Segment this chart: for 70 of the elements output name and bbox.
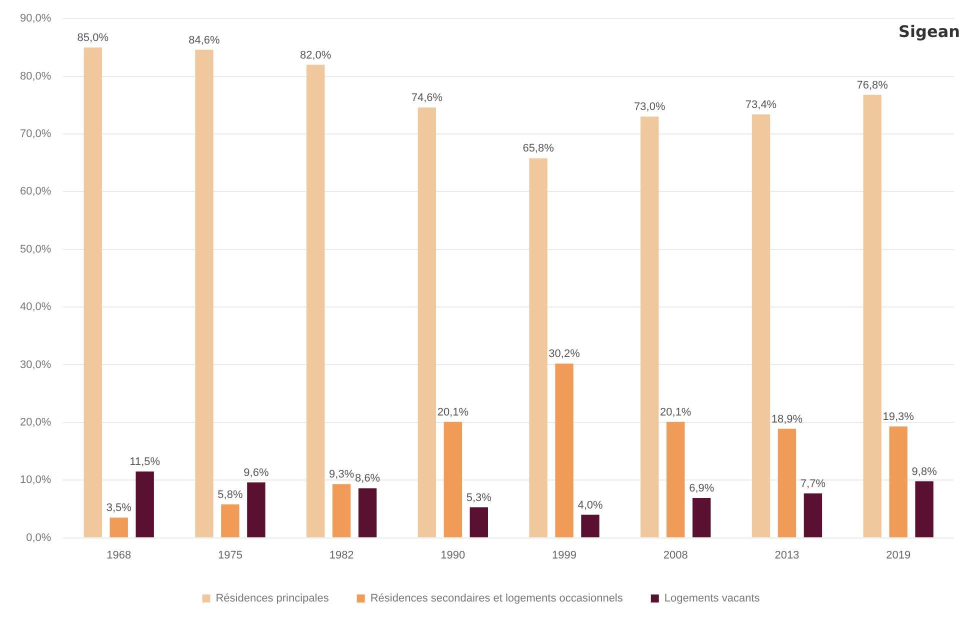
data-label: 5,8%	[218, 488, 243, 501]
bar	[804, 493, 822, 538]
data-label: 19,3%	[882, 410, 914, 423]
data-label: 3,5%	[106, 502, 132, 514]
data-label: 18,9%	[771, 413, 803, 426]
x-tick-label: 1982	[329, 549, 354, 562]
data-label: 74,6%	[411, 92, 443, 104]
x-tick-label: 2019	[886, 549, 911, 562]
bar	[136, 471, 154, 538]
data-label: 9,6%	[244, 466, 269, 479]
data-label: 11,5%	[130, 456, 160, 468]
bar	[692, 498, 711, 538]
bar	[110, 518, 128, 538]
y-tick-label: 60,0%	[20, 186, 52, 198]
bar	[470, 507, 488, 538]
bar	[666, 422, 685, 538]
legend-label: Logements vacants	[664, 592, 760, 605]
data-label: 20,1%	[437, 406, 469, 418]
bar	[306, 64, 325, 538]
bar	[247, 482, 266, 538]
data-label: 5,3%	[466, 492, 492, 504]
bar	[418, 107, 436, 538]
bar	[529, 158, 548, 538]
data-label: 85,0%	[77, 32, 109, 44]
y-tick-label: 0,0%	[26, 532, 52, 544]
data-label: 73,0%	[634, 101, 666, 114]
bar	[444, 422, 462, 538]
y-tick-label: 20,0%	[20, 416, 52, 428]
data-label: 30,2%	[548, 348, 580, 360]
data-label: 76,8%	[856, 79, 888, 92]
bar	[752, 114, 770, 538]
y-tick-label: 10,0%	[20, 474, 52, 486]
data-label: 4,0%	[578, 499, 604, 512]
x-tick-label: 1999	[552, 549, 577, 562]
legend-label: Résidences secondaires et logements occasionnels	[370, 592, 624, 605]
y-tick-label: 70,0%	[20, 128, 52, 140]
y-tick-label: 90,0%	[20, 12, 52, 25]
data-label: 7,7%	[800, 478, 826, 490]
x-tick-label: 2008	[663, 549, 688, 562]
chart-title: Sigean	[898, 22, 960, 41]
y-tick-label: 30,0%	[20, 358, 52, 371]
y-tick-label: 50,0%	[20, 243, 52, 256]
data-label: 84,6%	[188, 34, 220, 46]
bar	[581, 514, 600, 538]
bar	[889, 426, 908, 538]
data-label: 65,8%	[522, 142, 554, 155]
data-label: 73,4%	[745, 98, 777, 111]
bar	[332, 484, 351, 538]
bar	[555, 364, 574, 538]
bar	[640, 116, 659, 538]
data-label: 8,6%	[355, 472, 380, 485]
bar	[915, 481, 934, 538]
bar	[84, 47, 102, 538]
x-tick-label: 1968	[106, 549, 132, 562]
data-label: 6,9%	[689, 482, 714, 495]
bar	[778, 428, 796, 538]
x-tick-label: 1990	[440, 549, 466, 562]
bar	[358, 488, 377, 538]
bar	[221, 504, 240, 538]
x-tick-label: 2013	[774, 549, 800, 562]
y-tick-label: 40,0%	[20, 301, 52, 314]
x-tick-label: 1975	[218, 549, 242, 562]
bar	[195, 50, 214, 538]
data-label: 9,8%	[912, 466, 938, 478]
data-label: 20,1%	[660, 406, 692, 418]
legend-label: Résidences principales	[216, 592, 330, 605]
data-label: 9,3%	[329, 468, 354, 481]
data-label: 82,0%	[300, 49, 332, 62]
bar	[863, 94, 882, 538]
y-tick-label: 80,0%	[20, 70, 52, 82]
